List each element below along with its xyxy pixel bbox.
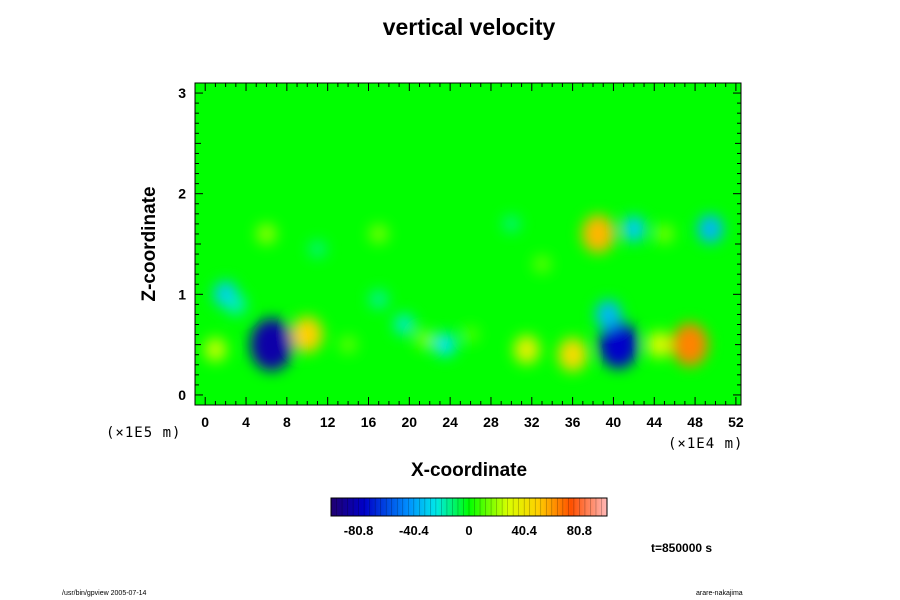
y-tick-label: 3 <box>178 85 186 101</box>
y-axis-unit: (×1E5 m) <box>106 425 182 441</box>
heatmap-feature <box>671 323 709 367</box>
x-tick-label: 24 <box>442 414 458 430</box>
colorbar-tick-label: -80.8 <box>344 523 374 538</box>
x-tick-label: 40 <box>606 414 622 430</box>
heatmap-feature <box>369 224 389 244</box>
colorbar-gradient <box>331 498 607 516</box>
x-tick-label: 8 <box>283 414 291 430</box>
footer-right: arare-nakajima <box>696 590 743 597</box>
x-tick-label: 20 <box>402 414 418 430</box>
chart-title: vertical velocity <box>382 14 556 40</box>
heatmap-feature <box>461 326 480 343</box>
heatmap-feature <box>256 223 277 245</box>
heatmap-feature <box>369 289 389 309</box>
y-tick-label: 1 <box>178 286 186 302</box>
heatmap-area <box>195 83 741 405</box>
x-axis-label: X-coordinate <box>410 460 528 481</box>
colorbar-tick-label: 80.8 <box>567 523 592 538</box>
colorbar-tick-label: 40.4 <box>512 523 538 538</box>
heatmap-feature <box>250 318 293 372</box>
y-axis-label: Z-coordinate <box>139 186 160 302</box>
x-tick-label: 12 <box>320 414 336 430</box>
heatmap-feature <box>393 313 415 336</box>
heatmap-feature <box>204 337 227 362</box>
x-tick-label: 32 <box>524 414 540 430</box>
heatmap-feature <box>581 214 615 254</box>
footer-left: /usr/bin/gpview 2005-07-14 <box>62 590 147 597</box>
heatmap-feature <box>415 329 435 350</box>
heatmap-feature <box>621 215 646 243</box>
y-tick-label: 2 <box>178 186 186 202</box>
heatmap-feature <box>595 300 622 329</box>
x-tick-label: 16 <box>361 414 377 430</box>
x-tick-label: 52 <box>728 414 744 430</box>
y-tick-label: 0 <box>178 387 186 403</box>
time-label: t=850000 s <box>651 541 713 555</box>
x-tick-label: 48 <box>687 414 703 430</box>
x-tick-label: 4 <box>242 414 250 430</box>
heatmap-feature <box>654 224 675 244</box>
colorbar: -80.8 -40.4 0 40.4 80.8 <box>330 497 608 538</box>
heatmap-feature <box>291 316 323 353</box>
heatmap-feature <box>513 335 540 365</box>
colorbar-tick-label: 0 <box>465 523 472 538</box>
heatmap-feature <box>308 240 327 258</box>
heatmap-feature <box>598 320 639 369</box>
heatmap-feature <box>697 214 724 244</box>
heatmap-feature <box>647 331 672 358</box>
heatmap-feature <box>225 293 247 316</box>
x-tick-label: 36 <box>565 414 581 430</box>
x-tick-label: 44 <box>646 414 662 430</box>
colorbar-frame <box>330 497 608 517</box>
heatmap-feature <box>532 255 552 274</box>
heatmap-feature <box>502 214 521 233</box>
heatmap-feature <box>433 332 457 357</box>
colorbar-tick-label: -40.4 <box>399 523 429 538</box>
heatmap-feature <box>339 335 358 354</box>
x-tick-label: 28 <box>483 414 499 430</box>
x-axis-unit: (×1E4 m) <box>668 436 744 452</box>
heatmap-feature <box>557 337 588 372</box>
x-tick-label: 0 <box>201 414 209 430</box>
